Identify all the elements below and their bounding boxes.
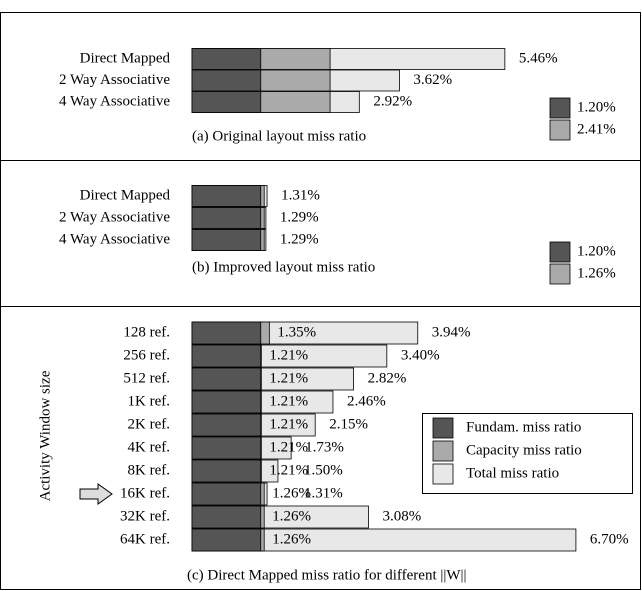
key-label: 1.26% [577,265,616,281]
key-label: 1.20% [577,243,616,259]
category-label: 64K ref. [120,531,170,547]
category-label: Direct Mapped [80,187,171,203]
key-swatch [549,97,571,119]
category-label: 2 Way Associative [59,72,170,88]
legend-label: Capacity miss ratio [466,442,582,458]
value-label: 2.46% [347,393,386,409]
bar [191,459,262,483]
legend-label: Total miss ratio [466,465,559,481]
category-label: 2 Way Associative [59,209,170,225]
category-label: 16K ref. [120,485,170,501]
value-label: 1.26% [272,508,311,524]
value-label: 3.40% [401,347,440,363]
value-label: 1.29% [280,209,319,225]
bar [191,321,262,345]
bar [191,367,262,391]
key-swatch [549,119,571,141]
category-label: 4 Way Associative [59,93,170,109]
bar [191,390,262,414]
value-label: 3.94% [432,324,471,340]
key-swatch [549,263,571,285]
value-label: 2.82% [368,370,407,386]
value-label: 1.21% [269,347,308,363]
category-label: 4K ref. [128,439,170,455]
bar [191,185,262,207]
value-label: 1.21% [269,439,308,455]
bar [191,344,262,368]
value-label: 1.31% [281,187,320,203]
category-label: 128 ref. [123,324,170,340]
value-label: 1.21% [269,393,308,409]
legend-box [422,413,633,494]
value-label: 1.29% [280,231,319,247]
bar [191,91,262,113]
value-label: 1.73% [305,439,344,455]
value-label: 1.21% [269,416,308,432]
y-axis-label: Activity Window size [37,370,53,501]
category-label: Direct Mapped [80,50,171,66]
caption: (c) Direct Mapped miss ratio for differe… [187,567,467,583]
bar [191,48,262,70]
bar [191,505,262,529]
key-label: 2.41% [577,121,616,137]
value-label: 1.21% [269,370,308,386]
value-label: 5.46% [519,50,558,66]
caption: (b) Improved layout miss ratio [192,259,375,275]
legend-swatch [432,463,454,485]
value-label: 1.31% [304,485,343,501]
value-label: 2.15% [329,416,368,432]
value-label: 1.50% [304,462,343,478]
value-label: 3.62% [413,72,452,88]
bar [191,229,262,251]
category-label: 4 Way Associative [59,231,170,247]
value-label: 1.35% [277,324,316,340]
value-label: 2.92% [373,93,412,109]
bar [191,436,262,460]
legend-swatch [432,417,454,439]
category-label: 8K ref. [128,462,170,478]
category-label: 256 ref. [123,347,170,363]
value-label: 1.26% [272,485,311,501]
value-label: 1.26% [272,531,311,547]
arrow [79,483,113,505]
category-label: 2K ref. [128,416,170,432]
value-label: 1.21% [269,462,308,478]
frame [0,12,641,590]
bar [191,528,262,552]
value-label: 6.70% [590,531,629,547]
value-label: 3.08% [382,508,421,524]
caption: (a) Original layout miss ratio [192,128,366,144]
key-swatch [549,241,571,263]
legend-label: Fundam. miss ratio [466,419,581,435]
bar [191,207,262,229]
bar [191,69,262,92]
category-label: 32K ref. [120,508,170,524]
key-label: 1.20% [577,99,616,115]
category-label: 1K ref. [128,393,170,409]
bar [191,413,262,437]
legend-swatch [432,440,454,462]
category-label: 512 ref. [123,370,170,386]
bar [191,482,262,506]
